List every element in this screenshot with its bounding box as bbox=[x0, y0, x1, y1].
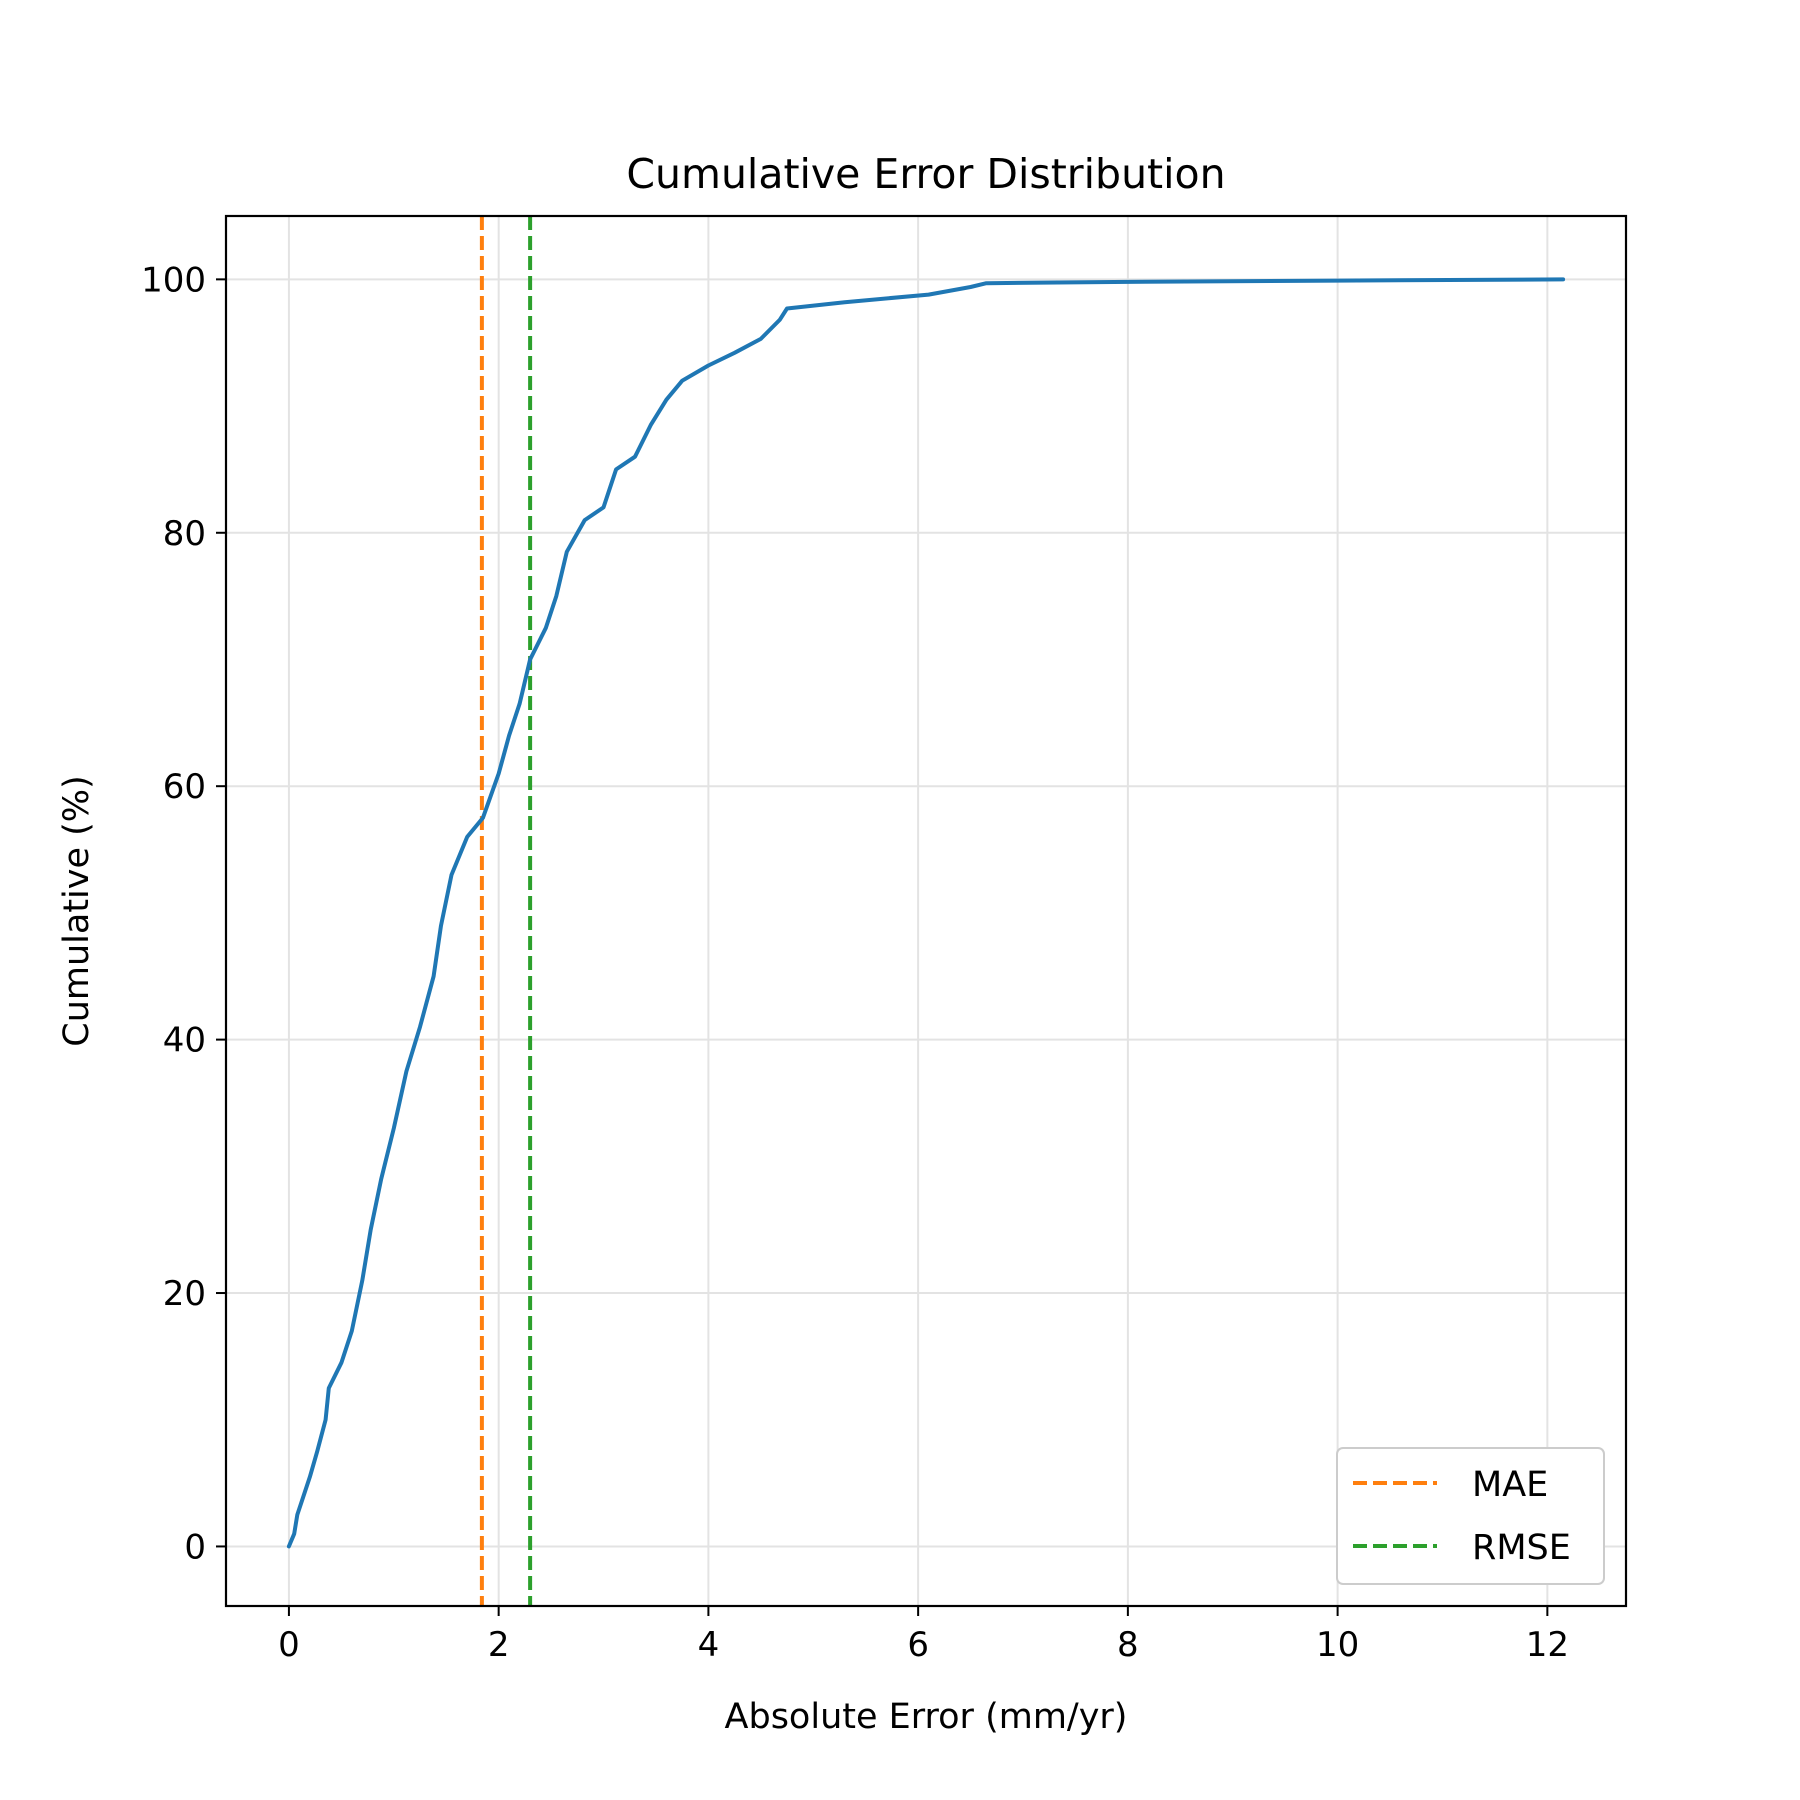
reference-lines bbox=[479, 216, 533, 1606]
plot-frame bbox=[224, 214, 1628, 1608]
legend-rmse-label: RMSE bbox=[1472, 1528, 1571, 1568]
x-tick-label: 2 bbox=[488, 1625, 510, 1665]
x-tick-label: 4 bbox=[698, 1625, 720, 1665]
y-axis-label: Cumulative (%) bbox=[57, 775, 97, 1046]
x-tick-label: 6 bbox=[907, 1625, 929, 1665]
y-tick-label: 20 bbox=[163, 1274, 206, 1314]
legend-mae-label: MAE bbox=[1472, 1465, 1548, 1505]
grid bbox=[226, 216, 1626, 1606]
legend: MAE RMSE bbox=[1336, 1447, 1605, 1585]
x-tick-label: 12 bbox=[1526, 1625, 1569, 1665]
cumulative-error-line bbox=[286, 277, 1566, 1549]
chart-title: Cumulative Error Distribution bbox=[626, 150, 1225, 198]
x-tick-label: 10 bbox=[1316, 1625, 1359, 1665]
x-tick-label: 8 bbox=[1117, 1625, 1139, 1665]
ticks: 0 2 4 6 8 10 12 0 20 40 60 80 100 bbox=[141, 260, 1569, 1665]
y-tick-label: 60 bbox=[163, 767, 206, 807]
y-tick-label: 80 bbox=[163, 514, 206, 554]
series bbox=[286, 277, 1566, 1549]
y-tick-label: 100 bbox=[141, 260, 206, 300]
x-axis-label: Absolute Error (mm/yr) bbox=[725, 1697, 1128, 1737]
x-tick-label: 0 bbox=[278, 1625, 300, 1665]
y-tick-label: 0 bbox=[184, 1527, 206, 1567]
y-tick-label: 40 bbox=[163, 1021, 206, 1061]
